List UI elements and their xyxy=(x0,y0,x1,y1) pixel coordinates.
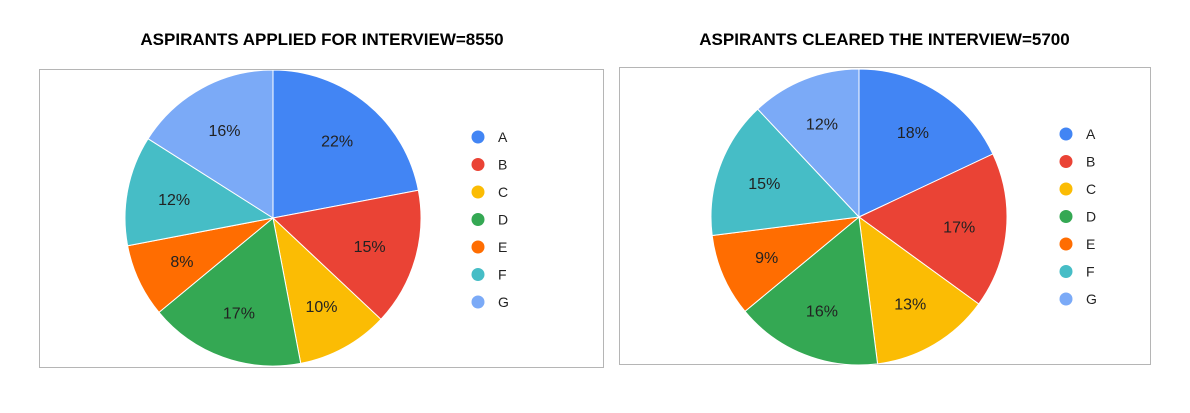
legend-label-b: B xyxy=(498,157,507,173)
data-label-g: 16% xyxy=(209,123,241,140)
legend-label-e: E xyxy=(498,239,507,255)
data-label-e: 8% xyxy=(170,254,193,271)
legend-label-a: A xyxy=(498,129,508,145)
legend-marker-b xyxy=(1059,155,1073,168)
legend-marker-g xyxy=(1059,292,1073,306)
pie-slice-g xyxy=(147,70,274,219)
legend-marker-d xyxy=(471,213,485,226)
legend-marker-a xyxy=(1059,127,1073,141)
chart-title-applied: ASPIRANTS APPLIED FOR INTERVIEW=8550 xyxy=(140,30,504,49)
legend-marker-a xyxy=(471,130,485,144)
legend-marker-e xyxy=(1059,237,1073,251)
legend-label-f: F xyxy=(498,267,507,283)
data-label-c: 10% xyxy=(305,299,337,316)
pie-slice-g xyxy=(756,68,860,219)
legend-marker-f xyxy=(471,268,485,281)
pie-slice-b xyxy=(271,189,422,321)
legend-marker-c xyxy=(471,185,485,199)
legend-marker-b xyxy=(471,158,485,171)
legend-label-c: C xyxy=(498,184,508,200)
legend-marker-c xyxy=(1059,182,1073,196)
data-label-d: 17% xyxy=(223,306,255,323)
legend-label-b: B xyxy=(1086,154,1095,170)
chart-title-cleared: ASPIRANTS CLEARED THE INTERVIEW=5700 xyxy=(699,30,1070,49)
chart-panel-cleared: A B C D E F G 18% 17% 13% 16% 9% 15% 12% xyxy=(619,67,1151,366)
data-label-c: 13% xyxy=(894,297,926,314)
legend-marker-e xyxy=(471,240,485,254)
legend-label-a: A xyxy=(1086,126,1096,142)
pie-slice-d xyxy=(158,217,302,367)
legend-marker-g xyxy=(471,295,485,309)
legend-label-e: E xyxy=(1086,236,1095,252)
pie-slice-d xyxy=(744,216,879,366)
data-label-a: 18% xyxy=(897,125,929,142)
chart-panel-applied: A B C D E F G 22% 15% 10% 17% 8% 12% 16% xyxy=(39,69,604,368)
legend-marker-d xyxy=(1059,210,1073,223)
legend-label-c: C xyxy=(1086,181,1096,197)
pie-slice-b xyxy=(858,153,1008,305)
pie-slice-c xyxy=(272,216,382,364)
data-label-b: 15% xyxy=(354,239,386,256)
data-label-f: 15% xyxy=(748,176,780,193)
pie-slice-a xyxy=(272,70,419,219)
pie-slice-f xyxy=(124,138,275,247)
data-label-a: 22% xyxy=(321,133,353,150)
pie-slice-f xyxy=(710,108,861,237)
data-label-d: 16% xyxy=(806,304,838,321)
data-label-f: 12% xyxy=(158,192,190,209)
pie-slice-e xyxy=(711,216,861,313)
legend-label-g: G xyxy=(1086,291,1097,307)
data-label-g: 12% xyxy=(806,116,838,133)
data-label-e: 9% xyxy=(755,250,778,267)
legend-label-d: D xyxy=(1086,209,1096,225)
pie-slice-a xyxy=(858,68,994,218)
pie-slice-c xyxy=(858,215,980,365)
legend-label-g: G xyxy=(498,294,509,310)
legend-label-d: D xyxy=(498,212,508,228)
legend-marker-f xyxy=(1059,265,1073,278)
data-label-b: 17% xyxy=(943,219,975,236)
legend-label-f: F xyxy=(1086,264,1095,280)
